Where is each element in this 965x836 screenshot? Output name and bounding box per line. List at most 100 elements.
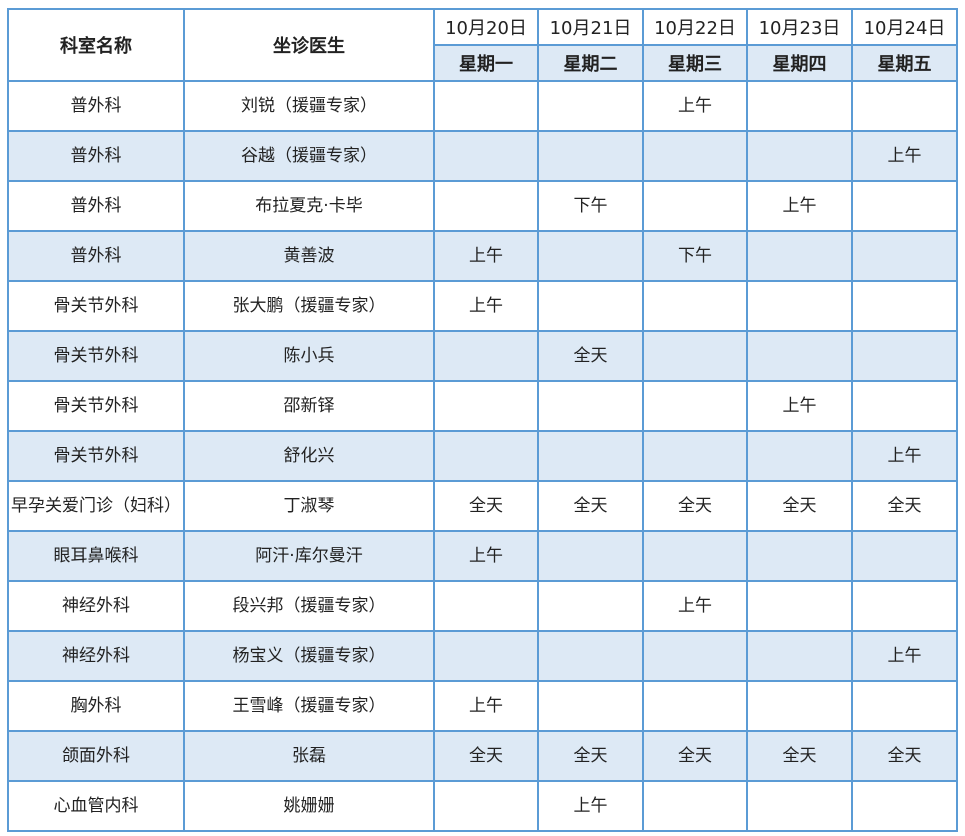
doctor-cell: 丁淑琴 (183, 480, 435, 532)
schedule-cell (642, 330, 748, 382)
table-row: 心血管内科 姚姗姗 上午 (7, 780, 958, 832)
header-dept: 科室名称 (7, 8, 185, 82)
schedule-cell (433, 580, 539, 632)
schedule-cell: 全天 (746, 730, 853, 782)
header-date: 10月21日 (537, 8, 644, 46)
doctor-cell: 阿汗·库尔曼汗 (183, 530, 435, 582)
schedule-cell (537, 280, 644, 332)
schedule-cell: 上午 (642, 80, 748, 132)
schedule-cell: 全天 (433, 730, 539, 782)
schedule-cell (433, 330, 539, 382)
schedule-cell: 上午 (851, 130, 958, 182)
schedule-cell (642, 530, 748, 582)
schedule-cell (642, 430, 748, 482)
schedule-cell (851, 380, 958, 432)
schedule-cell: 全天 (537, 330, 644, 382)
table-row: 骨关节外科 舒化兴 上午 (7, 430, 958, 482)
schedule-cell: 上午 (537, 780, 644, 832)
dept-cell: 骨关节外科 (7, 380, 185, 432)
schedule-cell (746, 430, 853, 482)
dept-cell: 骨关节外科 (7, 280, 185, 332)
dept-cell: 骨关节外科 (7, 430, 185, 482)
table-row: 眼耳鼻喉科 阿汗·库尔曼汗 上午 (7, 530, 958, 582)
schedule-cell (642, 680, 748, 732)
schedule-cell (537, 380, 644, 432)
table-row: 骨关节外科 张大鹏（援疆专家） 上午 (7, 280, 958, 332)
schedule-cell (537, 630, 644, 682)
schedule-cell (642, 380, 748, 432)
schedule-table: 科室名称 坐诊医生 10月20日 10月21日 10月22日 10月23日 10… (7, 8, 958, 832)
schedule-cell (433, 180, 539, 232)
doctor-cell: 张磊 (183, 730, 435, 782)
schedule-cell (537, 80, 644, 132)
table-row: 神经外科 杨宝义（援疆专家） 上午 (7, 630, 958, 682)
header-doctor: 坐诊医生 (183, 8, 435, 82)
schedule-cell: 全天 (433, 480, 539, 532)
table-row: 神经外科 段兴邦（援疆专家） 上午 (7, 580, 958, 632)
schedule-cell (537, 230, 644, 282)
schedule-cell (851, 580, 958, 632)
schedule-cell: 上午 (433, 530, 539, 582)
schedule-cell: 全天 (537, 730, 644, 782)
schedule-cell (642, 280, 748, 332)
table-row: 胸外科 王雪峰（援疆专家） 上午 (7, 680, 958, 732)
schedule-cell: 下午 (642, 230, 748, 282)
doctor-cell: 王雪峰（援疆专家） (183, 680, 435, 732)
doctor-cell: 张大鹏（援疆专家） (183, 280, 435, 332)
schedule-cell: 上午 (433, 680, 539, 732)
doctor-cell: 谷越（援疆专家） (183, 130, 435, 182)
schedule-cell (433, 630, 539, 682)
schedule-cell: 上午 (433, 230, 539, 282)
schedule-cell: 上午 (642, 580, 748, 632)
schedule-cell (433, 780, 539, 832)
dept-cell: 普外科 (7, 80, 185, 132)
doctor-cell: 刘锐（援疆专家） (183, 80, 435, 132)
doctor-cell: 舒化兴 (183, 430, 435, 482)
dept-cell: 早孕关爱门诊（妇科） (7, 480, 185, 532)
doctor-cell: 杨宝义（援疆专家） (183, 630, 435, 682)
header-date: 10月20日 (433, 8, 539, 46)
schedule-cell (642, 130, 748, 182)
schedule-cell (851, 230, 958, 282)
table-row: 普外科 布拉夏克·卡毕 下午 上午 (7, 180, 958, 232)
schedule-cell (433, 430, 539, 482)
schedule-cell (746, 280, 853, 332)
doctor-cell: 姚姗姗 (183, 780, 435, 832)
schedule-cell: 全天 (851, 480, 958, 532)
dept-cell: 神经外科 (7, 630, 185, 682)
table-row: 早孕关爱门诊（妇科） 丁淑琴 全天 全天 全天 全天 全天 (7, 480, 958, 532)
schedule-cell: 全天 (537, 480, 644, 532)
schedule-cell (537, 580, 644, 632)
schedule-cell: 下午 (537, 180, 644, 232)
header-date: 10月22日 (642, 8, 748, 46)
header-date: 10月24日 (851, 8, 958, 46)
schedule-cell (851, 330, 958, 382)
doctor-cell: 陈小兵 (183, 330, 435, 382)
doctor-cell: 段兴邦（援疆专家） (183, 580, 435, 632)
schedule-cell: 全天 (851, 730, 958, 782)
dept-cell: 普外科 (7, 230, 185, 282)
header-weekday: 星期三 (642, 44, 748, 82)
schedule-cell (851, 680, 958, 732)
schedule-cell (746, 630, 853, 682)
schedule-cell (746, 580, 853, 632)
doctor-cell: 布拉夏克·卡毕 (183, 180, 435, 232)
dept-cell: 眼耳鼻喉科 (7, 530, 185, 582)
doctor-cell: 黄善波 (183, 230, 435, 282)
schedule-cell (746, 530, 853, 582)
dept-cell: 骨关节外科 (7, 330, 185, 382)
schedule-cell (642, 180, 748, 232)
schedule-cell: 上午 (433, 280, 539, 332)
schedule-cell: 全天 (746, 480, 853, 532)
schedule-cell (746, 80, 853, 132)
schedule-cell (851, 530, 958, 582)
header-weekday: 星期二 (537, 44, 644, 82)
schedule-cell: 全天 (642, 480, 748, 532)
schedule-cell (433, 130, 539, 182)
schedule-cell (851, 780, 958, 832)
schedule-cell (746, 130, 853, 182)
schedule-cell: 上午 (746, 380, 853, 432)
table-row: 普外科 谷越（援疆专家） 上午 (7, 130, 958, 182)
schedule-cell (537, 130, 644, 182)
schedule-cell (746, 780, 853, 832)
